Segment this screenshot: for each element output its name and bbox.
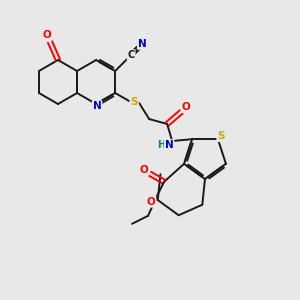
Text: O: O [43,30,51,40]
Text: N: N [138,39,146,49]
Text: C: C [128,50,135,60]
Text: O: O [140,165,148,175]
Text: H: H [157,140,165,150]
Text: N: N [165,140,173,150]
Text: S: S [217,131,225,141]
Text: S: S [130,97,138,107]
Text: O: O [182,102,190,112]
Text: O: O [147,197,155,207]
Text: N: N [93,101,101,111]
